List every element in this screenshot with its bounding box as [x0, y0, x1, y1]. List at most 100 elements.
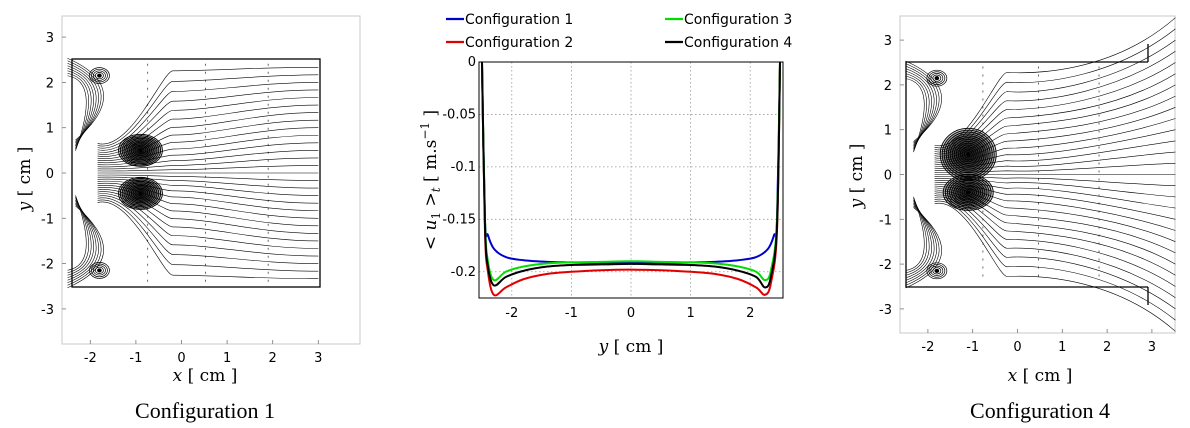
vortex-ring — [928, 71, 946, 85]
legend-label: Configuration 4 — [684, 35, 792, 51]
vortex-ring — [930, 73, 944, 84]
streamline — [67, 195, 87, 271]
streamline — [97, 112, 319, 157]
caption-config-4: Configuration 4 — [970, 398, 1110, 423]
y-tick-label: 2 — [46, 76, 54, 91]
streamline — [97, 178, 319, 196]
x-tick-label: 1 — [223, 351, 231, 366]
streamline-plot-config-4: -2 -1 0 1 2 3 3 2 1 0 -1 -2 -3 y [ cm ] x [ cm ] Con… — [847, 15, 1176, 423]
y-tick-label: 3 — [46, 31, 54, 46]
x-tick-label: 1 — [1058, 340, 1066, 355]
streamline — [934, 203, 1176, 332]
streamline — [905, 196, 925, 271]
series-lines — [480, 61, 782, 297]
axis-ticks: -2 -1 0 1 2 3 3 2 1 0 -1 -2 -3 — [879, 34, 1156, 355]
legend-label: Configuration 1 — [465, 12, 573, 28]
vortex-core — [138, 148, 143, 153]
y-tick-label: -3 — [41, 303, 54, 318]
x-tick-label: 2 — [269, 351, 277, 366]
streamline — [934, 107, 1176, 163]
streamline — [934, 201, 1176, 321]
x-tick-label: 0 — [177, 351, 185, 366]
x-tick-label: 3 — [314, 351, 322, 366]
axis-ticks: -2 -1 0 1 2 3 3 2 1 0 -1 -2 -3 — [41, 31, 322, 366]
legend-label: Configuration 3 — [684, 12, 792, 28]
vortex-ring — [926, 262, 948, 280]
series-line-3 — [480, 61, 782, 282]
vortex-core — [966, 152, 971, 157]
streamline — [934, 180, 1176, 209]
vortex-core — [97, 268, 102, 273]
y-axis-label: y [ cm ] — [15, 147, 35, 213]
streamline — [97, 199, 319, 272]
vortices — [89, 67, 163, 279]
streamline — [67, 205, 104, 289]
y-tick-label: 0 — [46, 167, 54, 182]
vortex-ring — [93, 70, 106, 81]
y-axis-label: < u1 >t [ m.s−1 ] — [418, 110, 443, 250]
streamline — [97, 187, 319, 227]
plot-frame — [61, 15, 361, 345]
streamline — [934, 51, 1176, 153]
streamline — [97, 201, 319, 279]
vortex-ring — [89, 262, 110, 279]
streamlines — [67, 57, 319, 289]
streamline — [905, 78, 925, 153]
streamline — [97, 157, 319, 170]
streamline — [97, 165, 319, 172]
vortex-ring — [926, 69, 948, 87]
series-line-1 — [480, 61, 782, 264]
streamline — [934, 84, 1176, 159]
x-tick-label: 2 — [1103, 340, 1111, 355]
y-tick-label: 3 — [884, 34, 892, 49]
x-tick-label: -1 — [966, 340, 979, 355]
vortex-ring — [91, 263, 108, 278]
streamline — [67, 57, 104, 141]
streamline — [905, 60, 942, 142]
y-tick-label: -1 — [41, 212, 54, 227]
streamline — [934, 140, 1176, 169]
x-axis-label: x [ cm ] — [173, 366, 238, 386]
streamline — [905, 207, 942, 289]
y-tick-label: 0 — [884, 169, 892, 184]
streamline — [934, 182, 1176, 220]
streamline — [934, 178, 1176, 198]
y-tick-label: 0 — [468, 55, 476, 70]
y-tick-label: 1 — [46, 122, 54, 137]
streamline — [97, 74, 319, 147]
vortex-ring — [93, 265, 106, 276]
y-tick-label: -2 — [879, 258, 892, 273]
legend-label: Configuration 2 — [465, 35, 573, 51]
y-tick-label: -0.15 — [442, 212, 476, 227]
streamline — [67, 70, 92, 148]
streamline — [934, 184, 1176, 231]
y-axis-label: y [ cm ] — [847, 144, 867, 210]
x-tick-label: 0 — [1013, 340, 1021, 355]
series-line-2 — [480, 61, 782, 297]
streamline — [905, 68, 935, 147]
channel-walls — [905, 61, 1148, 288]
streamline — [934, 163, 1176, 173]
streamline — [934, 194, 1176, 287]
x-axis-label: y [ cm ] — [598, 337, 664, 357]
streamline — [97, 67, 319, 145]
vortex-ring — [95, 72, 104, 80]
x-axis-label: x [ cm ] — [1008, 366, 1073, 386]
vortex-core — [138, 191, 143, 196]
y-tick-label: -1 — [879, 213, 892, 228]
axis-ticks: -2 -1 0 1 2 0 -0.05 -0.1 -0.15 -0.2 — [442, 55, 754, 321]
vortex-ring — [932, 74, 942, 82]
streamline — [934, 62, 1176, 155]
vortices — [926, 69, 997, 280]
series-line-4 — [480, 61, 782, 289]
streamline — [67, 198, 92, 276]
plot-frame — [478, 61, 784, 299]
velocity-profile-chart: -2 -1 0 1 2 0 -0.05 -0.1 -0.15 -0.2 Configuration… — [418, 12, 792, 357]
x-tick-label: -1 — [129, 351, 142, 366]
y-tick-label: -0.05 — [442, 107, 476, 122]
y-tick-label: 2 — [884, 79, 892, 94]
x-tick-label: -2 — [505, 306, 518, 321]
streamline — [97, 174, 319, 181]
y-tick-label: -0.2 — [451, 265, 476, 280]
